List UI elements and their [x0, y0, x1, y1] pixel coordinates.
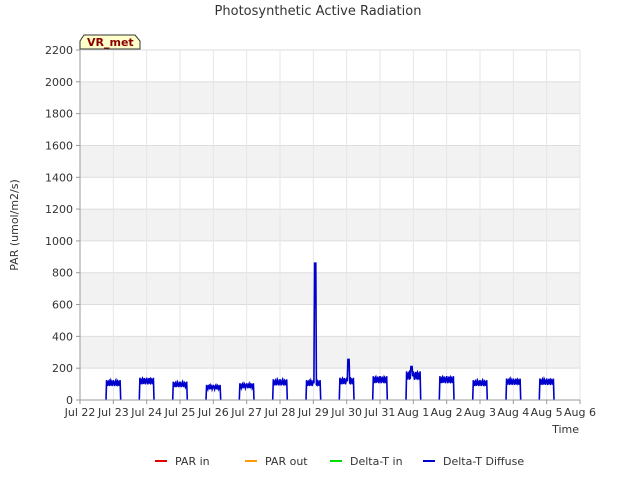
- plot-band: [80, 209, 580, 241]
- y-axis-ticks: 0 200 400 600 800 1000 1200 1400 1600 1800 2000 220…: [45, 44, 80, 407]
- x-tick-label: Jul 24: [130, 406, 162, 419]
- x-tick-label: Jul 25: [164, 406, 196, 419]
- x-tick-label: Jul 26: [197, 406, 229, 419]
- grid-lines: [79, 49, 581, 401]
- axes: [79, 50, 580, 401]
- chart-title: Photosynthetic Active Radiation: [215, 4, 422, 19]
- badge-shape: [79, 34, 141, 50]
- plot-band: [80, 336, 580, 369]
- legend-entry: Delta-T Diffuse: [443, 455, 524, 468]
- legend: PAR in PAR out Delta-T in Delta-T Diffuse: [155, 455, 524, 468]
- plot-band: [80, 81, 580, 114]
- y-tick-label: 200: [52, 362, 73, 375]
- delta-t-diffuse-line: [105, 262, 555, 401]
- x-tick-label: Aug 1: [397, 406, 429, 419]
- x-tick-label: Jul 27: [230, 406, 262, 419]
- badge-label: VR_met: [87, 36, 134, 49]
- y-tick-label: 1200: [45, 203, 73, 216]
- y-tick-label: 0: [66, 394, 73, 407]
- y-tick-label: 800: [52, 267, 73, 280]
- y-tick-label: 1800: [45, 108, 73, 121]
- x-tick-label: Jul 30: [330, 406, 362, 419]
- plot-band: [80, 272, 580, 305]
- legend-entry: Delta-T in: [350, 455, 403, 468]
- y-tick-label: 2200: [45, 44, 73, 57]
- y-tick-label: 600: [52, 299, 73, 312]
- x-tick-label: Aug 5: [531, 406, 563, 419]
- y-tick-label: 1000: [45, 235, 73, 248]
- series-layer: [105, 262, 555, 401]
- y-tick-label: 1600: [45, 139, 73, 152]
- x-tick-label: Aug 4: [497, 406, 529, 419]
- x-tick-label: Jul 29: [297, 406, 329, 419]
- x-axis-ticks: Jul 22 Jul 23 Jul 24 Jul 25 Jul 26 Jul 27 Jul …: [64, 400, 596, 419]
- x-tick-label: Jul 23: [97, 406, 129, 419]
- x-tick-label: Aug 2: [431, 406, 463, 419]
- y-tick-label: 2000: [45, 76, 73, 89]
- x-axis-label: Time: [551, 423, 579, 436]
- legend-entry: PAR in: [175, 455, 210, 468]
- plot-bands: [80, 50, 580, 400]
- x-tick-label: Aug 3: [464, 406, 496, 419]
- y-axis-label: PAR (umol/m2/s): [8, 179, 21, 271]
- plot-band: [80, 145, 580, 178]
- x-tick-label: Jul 28: [264, 406, 296, 419]
- x-tick-label: Aug 6: [564, 406, 596, 419]
- x-tick-label: Jul 22: [64, 406, 96, 419]
- y-tick-label: 1400: [45, 171, 73, 184]
- vr-met-badge: VR_met: [79, 34, 141, 50]
- x-tick-label: Jul 31: [364, 406, 396, 419]
- legend-entry: PAR out: [265, 455, 308, 468]
- y-tick-label: 400: [52, 330, 73, 343]
